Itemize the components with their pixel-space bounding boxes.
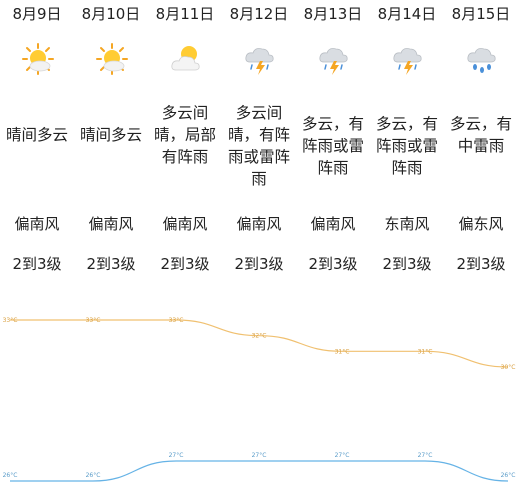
day-date: 8月11日 [155,5,215,23]
temp-label: 33°C [86,317,101,324]
wind-level: 2到3级 [308,255,358,273]
temp-label: 26°C [501,472,516,479]
day-column: 8月14日 多云，有阵雨或雷阵雨 东南风 2到3级 [370,0,444,290]
high-temp-line [10,319,509,368]
temp-label: 33°C [169,317,184,324]
temperature-chart: 33°C 33°C 33°C 32°C 31°C 31°C 30°C 26°C 26°C 27°C… [3,317,516,482]
wind-direction: 偏东风 [458,215,504,233]
weather-description: 多云，有阵雨或雷阵雨 [301,115,364,177]
temp-label: 26°C [3,472,18,479]
day-column: 8月13日 多云，有阵雨或雷阵雨 偏南风 2到3级 [296,0,370,290]
day-date: 8月14日 [377,5,437,23]
wind-level: 2到3级 [160,255,210,273]
wind-level: 2到3级 [382,255,432,273]
wind-direction: 偏南风 [310,215,356,233]
weather-description: 多云间晴，有阵雨或雷阵雨 [227,104,290,188]
wind-level: 2到3级 [234,255,284,273]
heavy-thunder-rain-icon [467,48,496,73]
day-date: 8月12日 [229,5,289,23]
day-date: 8月15日 [451,5,511,23]
low-temp-line [10,460,509,482]
forecast-grid: 8月9日 晴间多云 偏南风 2到3级 8月10日 [0,0,518,290]
sunny-cloudy-icon [22,43,54,75]
temp-label: 27°C [252,452,267,459]
sunny-cloudy-icon [96,43,128,75]
thunderstorm-icon [245,48,274,75]
wind-direction: 偏南风 [162,215,208,233]
temp-label: 30°C [501,364,516,371]
day-column: 8月15日 多云，有中雷雨 偏东风 2到3级 [444,0,518,290]
day-column: 8月11日 多云间晴，局部有阵雨 偏南风 2到3级 [148,0,222,290]
temp-label: 26°C [86,472,101,479]
day-date: 8月13日 [303,5,363,23]
weather-description: 多云，有阵雨或雷阵雨 [375,115,438,177]
weather-description: 晴间多云 [79,126,142,144]
wind-direction: 东南风 [384,215,430,233]
temp-label: 27°C [418,452,433,459]
wind-direction: 偏南风 [236,215,282,233]
temp-label: 32°C [252,333,267,340]
wind-level: 2到3级 [12,255,62,273]
day-column: 8月10日 晴间多云 偏南风 2到3级 [74,0,148,290]
wind-level: 2到3级 [86,255,136,273]
weather-description: 多云间晴，局部有阵雨 [153,104,216,166]
thunderstorm-icon [319,48,348,75]
weather-description: 晴间多云 [5,126,68,144]
temp-label: 33°C [3,317,18,324]
temp-label: 31°C [335,348,350,355]
wind-level: 2到3级 [456,255,506,273]
thunderstorm-icon [393,48,422,75]
weather-description: 多云，有中雷雨 [449,115,512,155]
day-date: 8月9日 [12,5,62,23]
day-column: 8月9日 晴间多云 偏南风 2到3级 [0,0,74,290]
temp-label: 31°C [418,348,433,355]
wind-direction: 偏南风 [88,215,134,233]
temp-label: 27°C [335,452,350,459]
partly-cloudy-icon [171,46,200,71]
temp-label: 27°C [169,452,184,459]
day-column: 8月12日 多云间晴，有阵雨或雷阵雨 偏南风 2到3级 [222,0,296,290]
day-date: 8月10日 [81,5,141,23]
wind-direction: 偏南风 [14,215,60,233]
